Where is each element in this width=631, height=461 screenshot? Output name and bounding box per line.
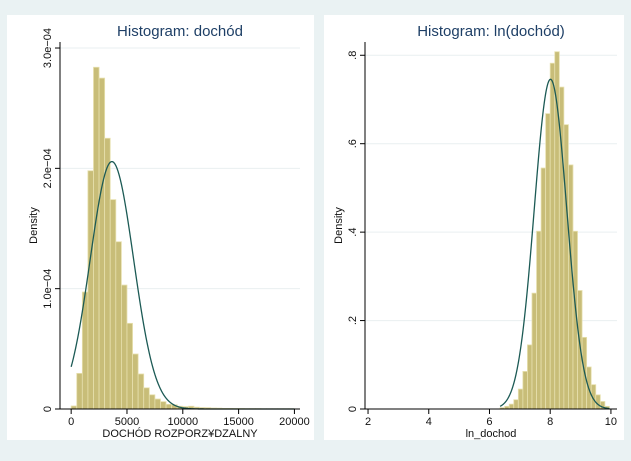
histogram-bar: [132, 353, 139, 410]
chart-title: Histogram: ln(dochód): [417, 23, 565, 40]
histogram-bar: [536, 230, 542, 410]
histogram-bar: [508, 403, 515, 410]
y-tick-label: 3.0e−04: [42, 28, 54, 68]
y-axis-label: Density: [28, 207, 40, 244]
x-tick-label: 5000: [115, 416, 139, 428]
chart-panel-2: 2 4 6 8 10 0 .2 .4 .6 .8 Histogram: ln(dochód) ln_d…: [324, 15, 624, 440]
y-tick-label: .8: [347, 51, 359, 60]
histogram-bar: [577, 290, 583, 410]
y-tick-label: .6: [347, 139, 359, 148]
histogram-bar: [98, 77, 106, 410]
panel-background: [7, 15, 314, 440]
histogram-bar: [109, 199, 117, 410]
x-tick-label: 8: [547, 416, 553, 428]
histogram-bar: [120, 284, 128, 410]
histogram-bar: [527, 344, 533, 410]
histogram-bar: [76, 372, 83, 410]
chart-title: Histogram: dochód: [117, 23, 243, 40]
histogram-bar: [126, 322, 133, 410]
histogram-bar: [87, 170, 94, 410]
y-tick-label: 2.0e−04: [42, 148, 54, 188]
x-tick-label: 20000: [279, 416, 310, 428]
x-tick-label: 0: [68, 416, 74, 428]
histogram-bar: [549, 62, 556, 410]
y-tick-label: 0: [42, 406, 54, 412]
x-tick-label: 15000: [223, 416, 254, 428]
x-axis-label: DOCHÓD ROZPORZ¥DZALNY: [102, 427, 258, 440]
x-tick-label: 2: [365, 416, 371, 428]
x-tick-label: 4: [426, 416, 432, 428]
histogram-bar: [568, 164, 574, 410]
histogram-bar: [513, 399, 519, 410]
histogram-bar: [154, 398, 161, 410]
y-tick-label: 1.0e−04: [42, 269, 54, 309]
y-tick-label: .2: [347, 316, 359, 325]
x-axis-label: ln_dochod: [466, 428, 517, 440]
histogram-bar: [517, 388, 524, 410]
y-axis-label: Density: [333, 207, 345, 244]
x-tick-label: 10: [605, 416, 617, 428]
histogram-bar: [563, 124, 569, 410]
y-tick-label: 0: [347, 406, 359, 412]
histogram-bar: [545, 113, 551, 410]
chart-panel-1: 0 5000 10000 15000 20000 0 1.0e−04 2.0e−04 3.0e−…: [7, 15, 314, 440]
histogram-bar: [531, 292, 537, 410]
histogram-bar: [595, 394, 601, 410]
histogram-bar: [165, 403, 173, 410]
normal-density-curve: [499, 78, 610, 410]
histogram-bar: [148, 394, 156, 410]
histogram-bar: [160, 401, 167, 410]
x-tick-label: 10000: [167, 416, 198, 428]
histogram-bar: [93, 66, 100, 410]
histogram-bar: [540, 167, 547, 410]
histogram-bar: [104, 137, 111, 410]
histogram-bar: [137, 373, 145, 410]
histogram-bar: [143, 387, 150, 410]
x-tick-label: 6: [486, 416, 492, 428]
histogram-bar: [115, 241, 122, 410]
y-tick-label: .4: [347, 228, 359, 237]
histogram-bar: [522, 371, 528, 410]
